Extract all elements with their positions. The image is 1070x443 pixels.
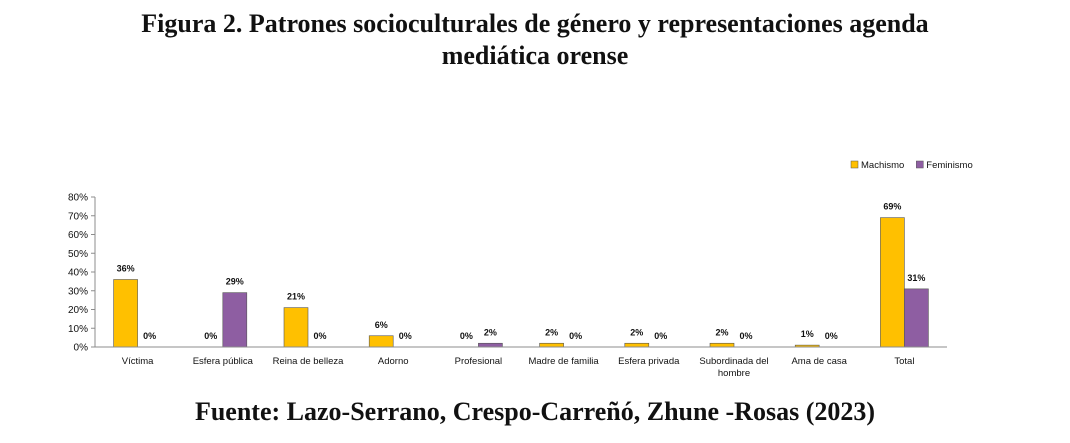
data-label-feminismo: 0% (399, 331, 412, 341)
data-label-feminismo: 0% (825, 331, 838, 341)
legend-swatch-machismo (850, 160, 859, 169)
y-tick-label: 70% (68, 211, 88, 222)
x-category-label: Víctima (122, 356, 154, 367)
data-label-feminismo: 0% (654, 331, 667, 341)
x-category-label: Total (894, 356, 914, 367)
bar-machismo (283, 307, 309, 348)
data-label-feminismo: 0% (739, 331, 752, 341)
y-tick-label: 50% (68, 249, 88, 260)
data-label-machismo: 2% (630, 327, 643, 337)
y-tick-label: 60% (68, 230, 88, 241)
bar-feminismo (478, 342, 503, 348)
x-category-label: hombre (718, 368, 750, 379)
x-category-label: Adorno (378, 356, 409, 367)
y-tick-label: 30% (68, 286, 88, 297)
legend-swatch-feminismo (916, 160, 924, 169)
x-category-label: Ama de casa (791, 356, 847, 367)
data-label-feminismo: 2% (484, 327, 497, 337)
data-label-feminismo: 0% (313, 331, 326, 341)
data-label-machismo: 1% (801, 329, 814, 339)
data-label-machismo: 69% (883, 202, 901, 212)
x-category-label: Esfera pública (193, 356, 254, 367)
data-label-machismo: 0% (460, 331, 473, 341)
bar-machismo (368, 335, 394, 348)
y-tick-label: 10% (68, 324, 88, 335)
data-label-machismo: 6% (375, 320, 388, 330)
bar-machismo (113, 279, 138, 348)
data-label-machismo: 0% (204, 331, 217, 341)
figure-title: Figura 2. Patrones socioculturales de gé… (0, 8, 1070, 72)
figure-title-line-2: mediática orense (441, 41, 629, 70)
x-category-label: Madre de familia (528, 356, 599, 367)
data-label-machismo: 2% (715, 327, 728, 337)
legend-label-feminismo: Feminismo (926, 160, 972, 171)
data-label-machismo: 21% (287, 292, 305, 302)
data-label-feminismo: 29% (226, 277, 244, 287)
bar-feminismo (222, 292, 248, 348)
x-category-label: Esfera privada (618, 356, 680, 367)
data-label-feminismo: 0% (569, 331, 582, 341)
bar-machismo (880, 217, 905, 348)
x-category-label: Profesional (455, 356, 503, 367)
bar-machismo (709, 342, 735, 348)
data-label-machismo: 36% (117, 264, 135, 274)
y-tick-label: 0% (74, 343, 89, 354)
legend-label-machismo: Machismo (861, 160, 904, 171)
bar-machismo (539, 342, 564, 348)
y-tick-label: 20% (68, 305, 88, 316)
x-category-label: Subordinada del (699, 356, 768, 367)
data-label-feminismo: 31% (907, 273, 925, 283)
figure-title-line-1: Figura 2. Patrones socioculturales de gé… (141, 9, 929, 38)
bar-feminismo (904, 288, 929, 348)
bar-machismo (624, 342, 650, 348)
y-tick-label: 80% (68, 193, 88, 204)
y-tick-label: 40% (68, 268, 88, 279)
data-label-feminismo: 0% (143, 331, 156, 341)
data-label-machismo: 2% (545, 327, 558, 337)
x-category-label: Reina de belleza (273, 356, 344, 367)
figure-source: Fuente: Lazo-Serrano, Crespo-Carreñó, Zh… (194, 397, 876, 426)
